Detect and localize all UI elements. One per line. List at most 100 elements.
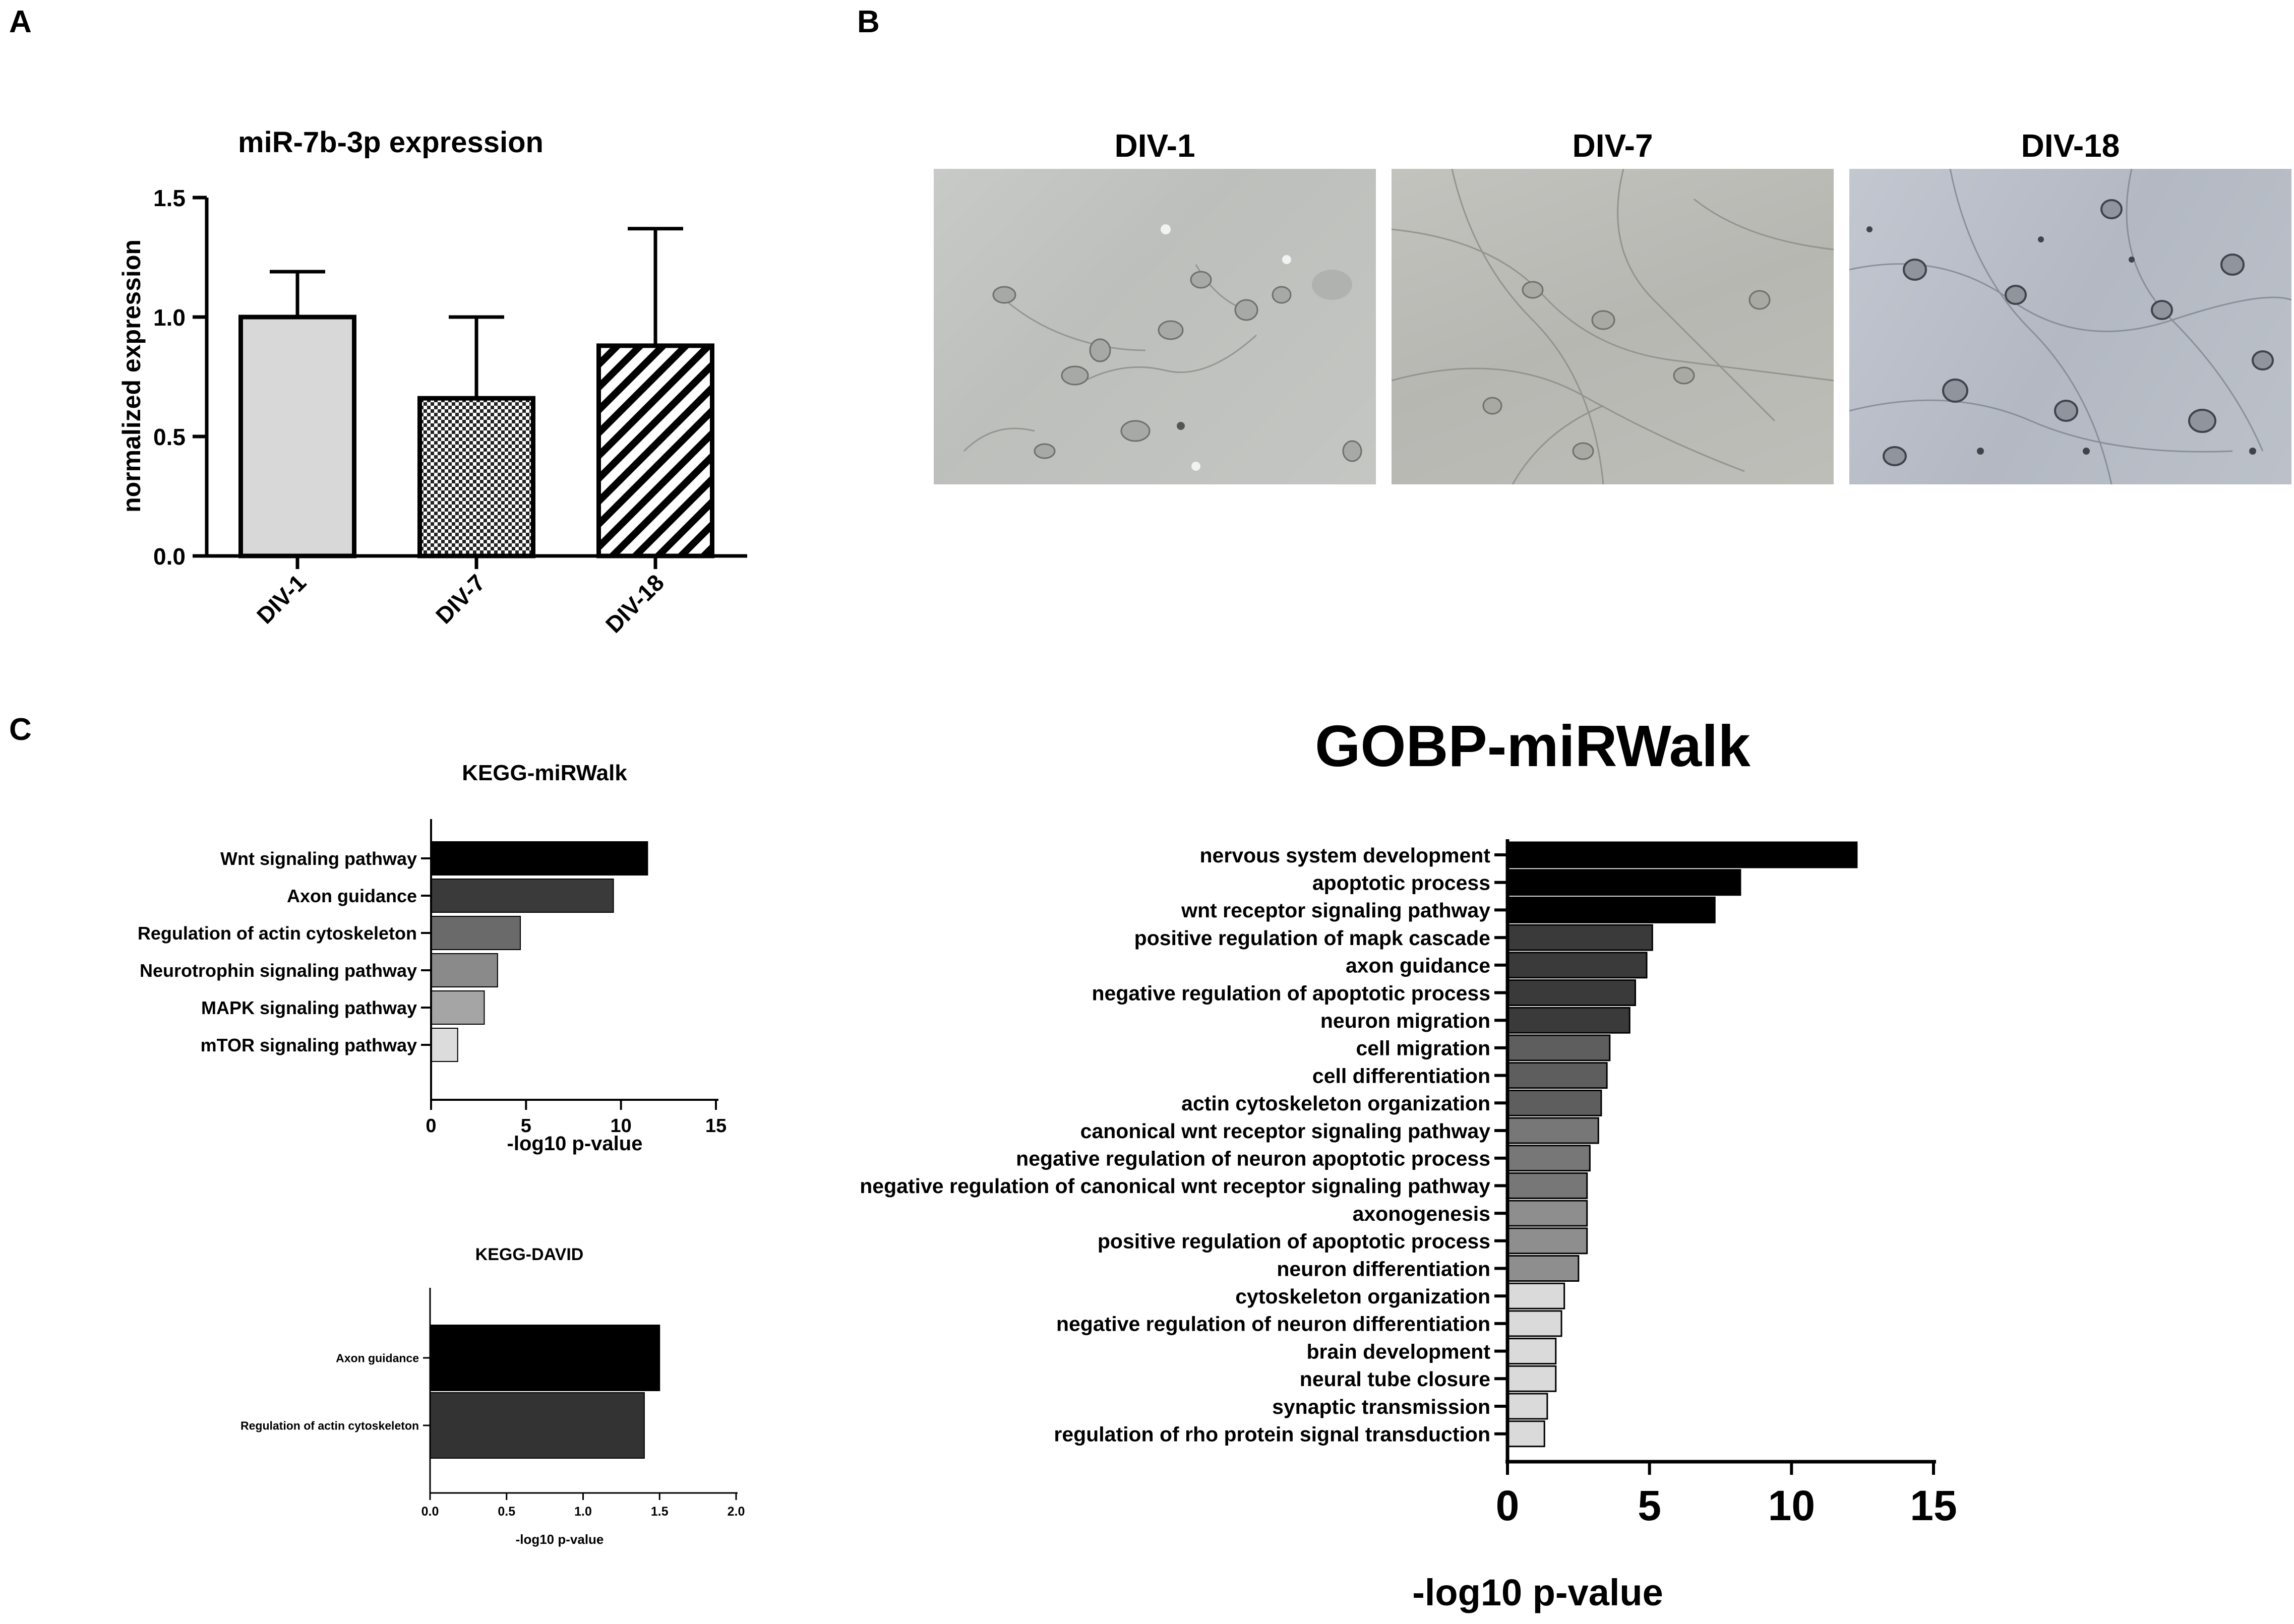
gobp-bar-negative-regulation-of-neuron-apoptotic-process [1506,1145,1591,1172]
kegg-david-xlabel: -log10 p-value [516,1532,604,1547]
gobp-category-label: neural tube closure [1300,1367,1490,1391]
chart-gobp-mirwalk: GOBP-miRWalk nervous system development a… [860,713,1957,1613]
kegg-david-xtick-label: 1.5 [651,1505,669,1519]
gobp-category-label: neuron differentiation [1277,1257,1490,1280]
micrograph-div18 [1849,169,2291,484]
micrograph-title-div7: DIV-7 [1572,128,1653,164]
micrograph-div1 [934,169,1376,484]
gobp-bar-neuron-differentiation [1506,1255,1580,1282]
gobp-category-label: negative regulation of neuron differenti… [1056,1313,1490,1336]
panel-label-c: C [9,712,32,747]
kegg-mirwalk-category-label: Wnt signaling pathway [220,848,417,869]
kegg-mirwalk-xtick-label: 15 [705,1115,727,1137]
kegg-david-category-label: Axon guidance [336,1351,419,1364]
kegg-mirwalk-xtick-label: 5 [521,1115,531,1137]
kegg-mirwalk-category-label: MAPK signaling pathway [201,997,417,1018]
gobp-xtick-label: 15 [1910,1482,1957,1529]
kegg-david-xtick-label: 1.0 [574,1505,592,1519]
chart-a-ytick-label: 0.5 [153,424,186,450]
chart-a-ytick-label: 1.0 [153,304,186,331]
chart-a-category-label: DIV-7 [431,569,490,629]
gobp-bar-positive-regulation-of-apoptotic-process [1506,1227,1588,1255]
gobp-category-label: negative regulation of apoptotic process [1092,981,1490,1005]
chart-a-category-label: DIV-1 [252,569,311,629]
gobp-bar-actin-cytoskeleton-organization [1506,1089,1602,1116]
gobp-bar-canonical-wnt-receptor-signaling-pathway [1506,1117,1599,1144]
gobp-bar-positive-regulation-of-mapk-cascade [1506,924,1653,951]
gobp-category-label: synaptic transmission [1272,1395,1490,1418]
gobp-bar-axon-guidance [1506,952,1648,979]
chart-a-bar-div-18 [596,343,714,558]
gobp-bar-cytoskeleton-organization [1506,1282,1565,1309]
gobp-category-label: axonogenesis [1353,1202,1490,1225]
chart-a-ylabel: normalized expression [117,239,146,513]
chart-a-title: miR-7b-3p expression [238,126,544,159]
gobp-xtick-label: 0 [1496,1482,1520,1529]
kegg-mirwalk-bar-neurotrophin-signaling-pathway [431,953,498,987]
gobp-bar-neuron-migration [1506,1007,1631,1034]
chart-kegg-david: KEGG-DAVID Axon guidance Regulation of ac… [240,1245,745,1547]
gobp-bar-cell-differentiation [1506,1062,1608,1089]
gobp-bar-neural-tube-closure [1506,1365,1557,1392]
kegg-mirwalk-category-label: mTOR signaling pathway [201,1035,417,1055]
gobp-category-label: axon guidance [1346,954,1490,977]
kegg-david-category-label: Regulation of actin cytoskeleton [240,1419,419,1432]
kegg-david-bar-axon-guidance [430,1325,660,1391]
kegg-david-bar-regulation-of-actin-cytoskeleton [430,1392,645,1459]
micrograph-div7 [1392,169,1834,484]
gobp-bar-nervous-system-development [1506,841,1858,868]
gobp-category-label: brain development [1306,1340,1490,1363]
kegg-mirwalk-xlabel: -log10 p-value [507,1133,643,1155]
panel-label-b: B [857,5,880,39]
chart-a-bar-div-7 [417,396,535,558]
gobp-bar-synaptic-transmission [1506,1393,1548,1420]
gobp-bar-cell-migration [1506,1034,1611,1061]
micrograph-title-div1: DIV-1 [1114,128,1195,164]
kegg-david-xtick-label: 0.0 [421,1505,439,1519]
gobp-bar-apoptotic-process [1506,869,1741,896]
kegg-mirwalk-category-label: Regulation of actin cytoskeleton [138,923,417,944]
gobp-xlabel: -log10 p-value [1412,1572,1663,1613]
kegg-mirwalk-bar-axon-guidance [431,879,614,913]
panel-label-a: A [9,5,32,39]
gobp-bar-regulation-of-rho-protein-signal-transduction [1506,1420,1545,1448]
micrograph-title-div18: DIV-18 [2021,128,2120,164]
gobp-bar-brain-development [1506,1338,1557,1365]
chart-a: miR-7b-3p expression normalized expressi… [117,126,747,638]
chart-a-ytick-label: 0.0 [153,543,186,570]
gobp-bar-negative-regulation-of-canonical-wnt-receptor-signaling-pathway [1506,1172,1588,1199]
kegg-mirwalk-bar-regulation-of-actin-cytoskeleton [431,916,521,950]
gobp-category-label: cytoskeleton organization [1235,1285,1490,1308]
gobp-bar-negative-regulation-of-apoptotic-process [1506,979,1636,1006]
kegg-mirwalk-category-label: Axon guidance [287,886,417,906]
kegg-mirwalk-category-label: Neurotrophin signaling pathway [140,960,417,981]
kegg-david-xtick-label: 2.0 [728,1505,745,1519]
gobp-category-label: negative regulation of canonical wnt rec… [860,1174,1490,1198]
gobp-bar-axonogenesis [1506,1200,1588,1227]
kegg-david-xtick-label: 0.5 [498,1505,515,1519]
gobp-xtick-label: 5 [1638,1482,1661,1529]
chart-kegg-mirwalk: KEGG-miRWalk Wnt signaling pathway Axon g… [138,761,727,1155]
gobp-category-label: canonical wnt receptor signaling pathway [1080,1119,1491,1143]
gobp-category-label: regulation of rho protein signal transdu… [1054,1422,1490,1446]
chart-a-ytick-label: 1.5 [153,185,186,211]
gobp-category-label: nervous system development [1200,844,1491,867]
gobp-title: GOBP-miRWalk [1315,713,1750,779]
gobp-category-label: positive regulation of mapk cascade [1134,926,1490,950]
gobp-category-label: cell differentiation [1312,1064,1490,1087]
kegg-mirwalk-bar-mapk-signaling-pathway [431,990,485,1025]
kegg-david-title: KEGG-DAVID [475,1245,584,1264]
gobp-category-label: actin cytoskeleton organization [1181,1092,1490,1115]
chart-a-bar-div-1 [238,315,356,558]
gobp-xtick-label: 10 [1768,1482,1815,1529]
kegg-mirwalk-bar-mtor-signaling-pathway [431,1028,458,1062]
gobp-category-label: wnt receptor signaling pathway [1181,899,1490,922]
kegg-mirwalk-xtick-label: 0 [426,1115,436,1137]
gobp-bar-negative-regulation-of-neuron-differentiation [1506,1310,1562,1337]
kegg-mirwalk-title: KEGG-miRWalk [462,761,627,785]
kegg-mirwalk-xtick-label: 10 [611,1115,632,1137]
gobp-category-label: positive regulation of apoptotic process [1098,1230,1490,1253]
gobp-bar-wnt-receptor-signaling-pathway [1506,896,1716,923]
gobp-category-label: neuron migration [1320,1009,1490,1032]
gobp-category-label: cell migration [1356,1037,1490,1060]
